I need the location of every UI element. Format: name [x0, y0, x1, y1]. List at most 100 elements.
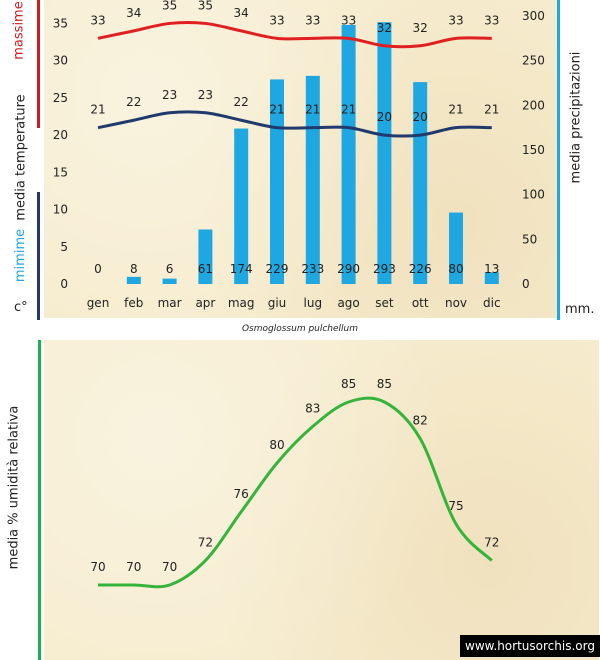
y-left-tick-label: 5	[60, 240, 68, 254]
minime-data-label: 21	[90, 103, 105, 117]
precipitation-data-label: 80	[448, 262, 463, 276]
humidity-data-label: 76	[234, 487, 249, 501]
humidity-data-label: 70	[126, 560, 141, 574]
humidity-data-label: 70	[90, 560, 105, 574]
x-tick-label: feb	[124, 296, 143, 310]
y-left-tick-label: 15	[53, 165, 68, 179]
massime-data-label: 35	[198, 0, 213, 12]
x-tick-label: lug	[304, 296, 323, 310]
massime-data-label: 32	[413, 21, 428, 35]
x-tick-label: apr	[195, 296, 215, 310]
precipitation-data-label: 174	[230, 262, 253, 276]
massime-data-label: 33	[269, 13, 284, 27]
minime-data-label: 23	[198, 88, 213, 102]
y-left-tick-label: 35	[53, 16, 68, 30]
minime-data-label: 21	[269, 103, 284, 117]
humidity-color-bar	[38, 340, 41, 660]
minime-data-label: 22	[126, 95, 141, 109]
minime-data-label: 20	[413, 110, 428, 124]
y-right-tick-label: 150	[522, 143, 545, 157]
humidity-chart: 70 70 70 72 76 80 83 85 85 82 75 72	[90, 377, 499, 589]
y-right-tick-label: 200	[522, 98, 545, 112]
massime-data-label: 34	[234, 6, 249, 20]
minime-data-label: 22	[234, 95, 249, 109]
degree-label: c°	[14, 300, 28, 315]
x-tick-label: gen	[87, 296, 110, 310]
precipitation-bar	[377, 22, 392, 285]
precipitation-data-label: 226	[409, 262, 432, 276]
precipitation-bar	[126, 276, 141, 284]
minime-line	[97, 110, 492, 138]
massime-data-label: 33	[305, 13, 320, 27]
y-left-tick-label: 0	[60, 277, 68, 291]
watermark: www.hortusorchis.org	[460, 635, 600, 657]
x-tick-label: set	[375, 296, 394, 310]
minime-data-label: 20	[377, 110, 392, 124]
precipitation-color-bar	[557, 0, 560, 320]
x-tick-label: giu	[268, 296, 287, 310]
x-tick-label: mag	[228, 296, 255, 310]
massime-data-label: 33	[341, 13, 356, 27]
precipitation-data-label: 8	[130, 262, 138, 276]
y-left-tick-label: 30	[53, 54, 68, 68]
minime-data-label: 21	[484, 103, 499, 117]
humidity-data-label: 82	[413, 414, 428, 428]
precipitation-data-label: 61	[198, 262, 213, 276]
precipitation-bar	[234, 128, 249, 284]
humidity-panel	[44, 340, 599, 660]
massime-data-label: 34	[126, 6, 141, 20]
massime-data-label: 35	[162, 0, 177, 12]
chart-caption: Osmoglossum pulchellum	[241, 324, 359, 334]
precipitation-bar	[270, 79, 284, 284]
x-tick-label: ott	[412, 296, 429, 310]
humidity-data-label: 83	[305, 401, 320, 415]
precipitation-bar	[341, 24, 356, 285]
minime-color-bar	[37, 192, 40, 320]
massime-data-label: 33	[90, 13, 105, 27]
precipitation-data-label: 290	[337, 262, 360, 276]
y-right-tick-label: 300	[522, 9, 545, 23]
humidity-data-label: 70	[162, 560, 177, 574]
massime-data-label: 33	[484, 13, 499, 27]
y-right-tick-label: 0	[522, 277, 530, 291]
precipitation-bar	[413, 82, 428, 285]
precipitation-data-label: 13	[484, 262, 499, 276]
humidity-data-label: 75	[448, 499, 463, 513]
precipitation-data-label: 233	[301, 262, 324, 276]
y-left-tick-label: 25	[53, 91, 68, 105]
y-right-tick-label: 50	[522, 232, 537, 246]
minime-data-label: 21	[305, 103, 320, 117]
massime-color-bar	[37, 0, 40, 128]
humidity-data-label: 80	[269, 438, 284, 452]
x-tick-label: mar	[158, 296, 182, 310]
x-tick-label: dic	[483, 296, 501, 310]
precipitation-bar	[484, 272, 499, 284]
y-left-tick-label: 10	[53, 203, 68, 217]
humidity-data-label: 72	[198, 536, 213, 550]
precipitation-bar	[162, 278, 177, 284]
mm-label: mm.	[565, 302, 595, 317]
y-right-tick-label: 100	[522, 188, 545, 202]
x-tick-label: ago	[337, 296, 359, 310]
humidity-data-label: 85	[341, 377, 356, 391]
massime-data-label: 32	[377, 21, 392, 35]
precipitation-bar	[198, 229, 213, 284]
precipitation-data-label: 229	[266, 262, 289, 276]
precipitation-data-label: 293	[373, 262, 396, 276]
minime-data-label: 21	[448, 103, 463, 117]
precipitation-bar	[449, 212, 463, 284]
temperature-precipitation-panel	[44, 0, 558, 318]
humidity-line	[98, 396, 493, 589]
precipitation-data-label: 6	[166, 262, 174, 276]
humidity-data-label: 85	[377, 377, 392, 391]
humidity-data-label: 72	[484, 536, 499, 550]
massime-data-label: 33	[448, 13, 463, 27]
x-tick-label: nov	[445, 296, 467, 310]
y-left-tick-label: 20	[53, 128, 68, 142]
minime-data-label: 21	[341, 103, 356, 117]
precipitation-data-label: 0	[94, 262, 102, 276]
massime-line	[97, 21, 492, 49]
minime-data-label: 23	[162, 88, 177, 102]
y-right-tick-label: 250	[522, 54, 545, 68]
